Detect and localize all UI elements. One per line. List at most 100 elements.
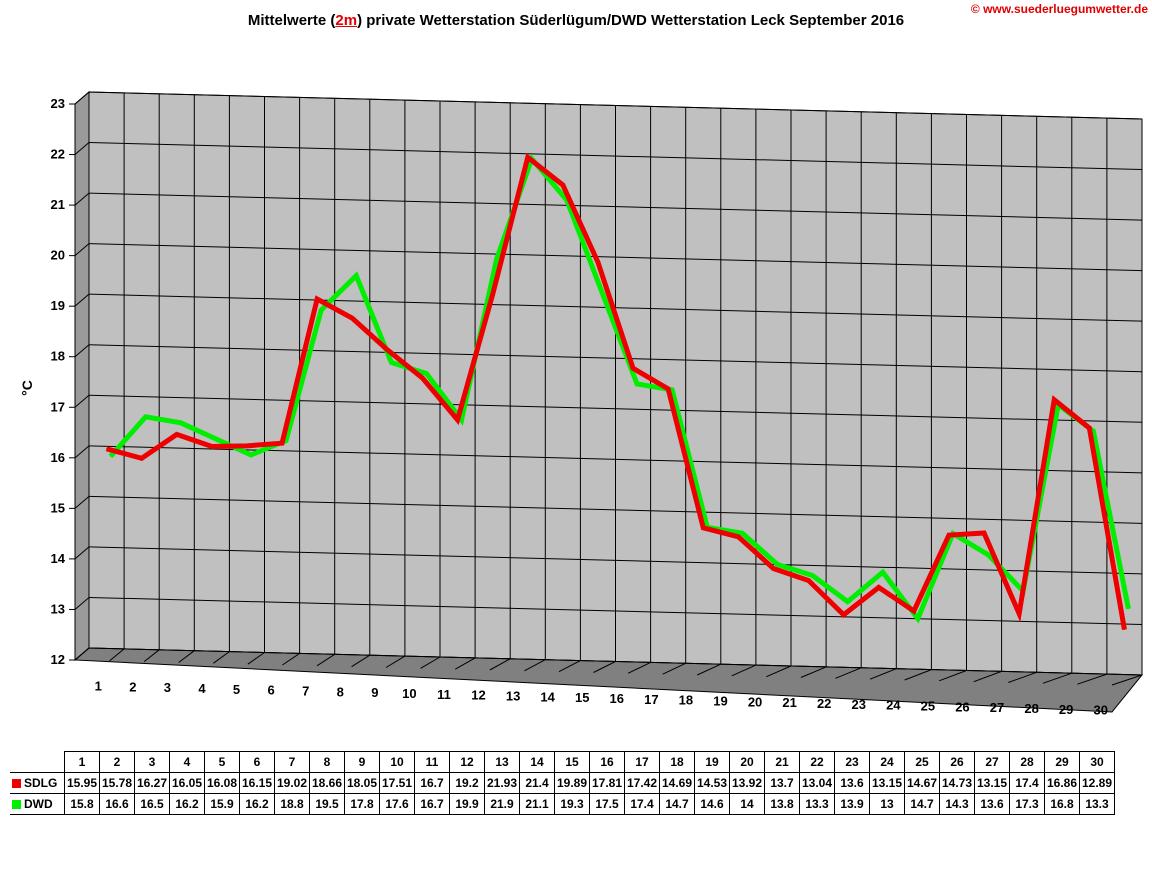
floor-gridline xyxy=(1042,672,1072,684)
table-cell: 13.92 xyxy=(729,772,765,794)
title-highlight: 2m xyxy=(335,12,358,29)
floor-gridline xyxy=(1008,671,1037,683)
data-point-sdlg xyxy=(702,527,704,529)
x-tick-label: 6 xyxy=(267,683,274,698)
data-point-sdlg xyxy=(878,586,880,588)
table-header-cell: 18 xyxy=(659,751,695,773)
floor-gridline xyxy=(351,654,371,668)
table-cell: 13.6 xyxy=(974,793,1010,815)
legend-label: SDLG xyxy=(24,776,58,790)
y-gridline-side xyxy=(74,91,90,105)
floor-gridline xyxy=(212,651,230,664)
table-header-cell: 24 xyxy=(869,751,905,773)
table-corner xyxy=(10,751,65,773)
table-cell: 14.3 xyxy=(939,793,975,815)
x-tick-label: 2 xyxy=(129,679,136,694)
table-cell: 19.3 xyxy=(554,793,590,815)
data-point-dwd xyxy=(812,574,814,576)
legend-swatch xyxy=(12,779,21,788)
floor-gridline xyxy=(489,658,511,671)
table-header-cell: 12 xyxy=(449,751,485,773)
table-cell: 13.9 xyxy=(834,793,870,815)
table-header-cell: 17 xyxy=(624,751,660,773)
table-row: SDLG 15.95 15.78 16.27 16.05 16.08 16.15 19.02 1… xyxy=(10,772,1115,794)
floor-gridline xyxy=(454,657,476,670)
y-gridline-side xyxy=(74,293,90,307)
table-cell: 16.2 xyxy=(239,793,275,815)
floor-gridline xyxy=(731,664,757,677)
floor-gridline xyxy=(938,670,967,682)
data-point-sdlg xyxy=(667,388,669,390)
y-tick-label: 19 xyxy=(51,298,65,313)
data-point-sdlg xyxy=(457,419,459,421)
table-cell: 17.4 xyxy=(624,793,660,815)
table-header-cell: 23 xyxy=(834,751,870,773)
data-point-sdlg xyxy=(141,457,143,459)
y-tick-label: 23 xyxy=(51,96,65,111)
floor-gridline xyxy=(835,667,862,679)
series-legend-dwd: DWD xyxy=(10,793,65,815)
title-prefix: Mittelwerte ( xyxy=(247,12,336,29)
floor-gridline xyxy=(74,647,90,661)
table-row: DWD 15.8 16.6 16.5 16.2 15.9 16.2 18.8 19.5 17.8 1… xyxy=(10,793,1115,815)
data-point-dwd xyxy=(882,571,884,573)
floor-gridline xyxy=(662,662,686,675)
table-cell: 15.78 xyxy=(99,772,135,794)
table-cell: 16.27 xyxy=(134,772,170,794)
x-tick-label: 21 xyxy=(782,695,796,710)
floor-gridline xyxy=(524,659,546,672)
table-cell: 13.6 xyxy=(834,772,870,794)
table-cell: 13 xyxy=(869,793,905,815)
data-point-sdlg xyxy=(386,349,388,351)
floor-gridline xyxy=(904,669,932,681)
table-header-cell: 1 xyxy=(64,751,100,773)
table-cell: 13.8 xyxy=(764,793,800,815)
floor-gridline xyxy=(178,650,195,663)
table-header-cell: 28 xyxy=(1009,751,1045,773)
floor-gridline xyxy=(558,660,581,673)
table-cell: 16.86 xyxy=(1044,772,1080,794)
table-header-cell: 16 xyxy=(589,751,625,773)
table-cell: 16.2 xyxy=(169,793,205,815)
floor-gridline xyxy=(800,666,827,678)
data-point-dwd xyxy=(250,454,252,456)
data-point-sdlg xyxy=(913,610,915,612)
x-tick-label: 12 xyxy=(471,688,485,703)
x-tick-label: 17 xyxy=(644,692,658,707)
table-cell: 18.05 xyxy=(344,772,380,794)
data-point-sdlg xyxy=(1088,427,1090,429)
table-cell: 16.6 xyxy=(99,793,135,815)
table-header-cell: 19 xyxy=(694,751,730,773)
x-tick-label: 29 xyxy=(1059,702,1073,717)
floor-gridline xyxy=(1111,674,1143,686)
table-cell: 14.53 xyxy=(694,772,730,794)
x-tick-label: 14 xyxy=(540,689,555,704)
floor-gridline xyxy=(143,649,160,663)
floor-gridline xyxy=(696,663,722,676)
side-wall xyxy=(74,90,90,662)
table-cell: 14.7 xyxy=(659,793,695,815)
data-point-dwd xyxy=(847,601,849,603)
legend-label: DWD xyxy=(24,797,53,811)
table-cell: 17.3 xyxy=(1009,793,1045,815)
table-header-cell: 7 xyxy=(274,751,310,773)
data-point-sdlg xyxy=(772,568,774,570)
table-cell: 21.1 xyxy=(519,793,555,815)
x-tick-label: 24 xyxy=(886,698,901,713)
data-point-sdlg xyxy=(562,184,564,186)
table-header-cell: 8 xyxy=(309,751,345,773)
table-cell: 17.51 xyxy=(379,772,415,794)
legend-swatch xyxy=(12,800,21,809)
x-tick-label: 10 xyxy=(402,686,416,701)
table-cell: 17.6 xyxy=(379,793,415,815)
table-cell: 21.4 xyxy=(519,772,555,794)
y-gridline-side xyxy=(74,546,90,560)
x-tick-label: 3 xyxy=(164,680,171,695)
data-point-sdlg xyxy=(1053,399,1055,401)
table-cell: 13.15 xyxy=(869,772,905,794)
table-cell: 17.42 xyxy=(624,772,660,794)
table-cell: 17.8 xyxy=(344,793,380,815)
table-header-cell: 13 xyxy=(484,751,520,773)
table-cell: 16.7 xyxy=(414,772,450,794)
